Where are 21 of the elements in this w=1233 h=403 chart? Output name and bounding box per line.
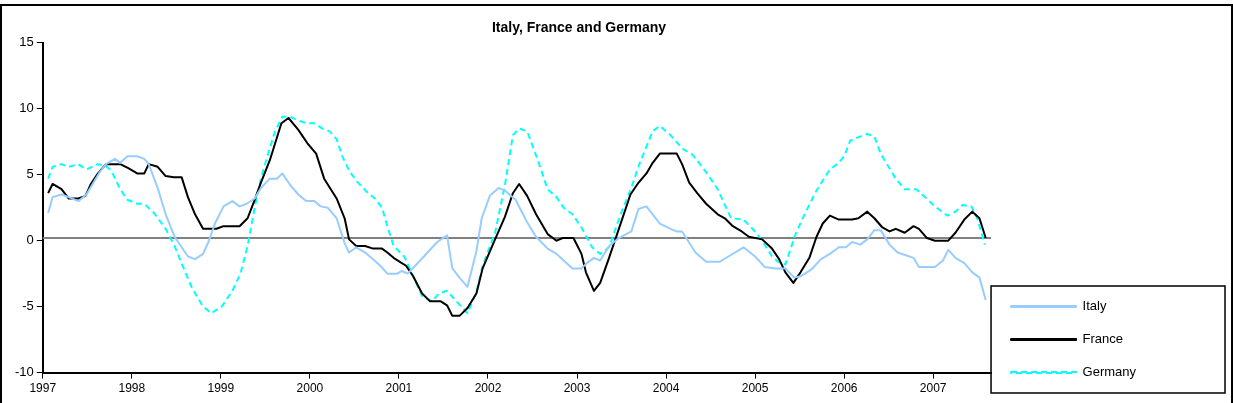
legend-label: Italy	[1082, 298, 1107, 314]
y-tick-label: 0	[26, 232, 34, 248]
x-tick-label: 1999	[207, 381, 235, 396]
x-tick-label: 2004	[652, 381, 680, 396]
y-tick-label: -5	[22, 298, 34, 314]
legend-label: Germany	[1082, 364, 1137, 380]
x-tick-label: 2006	[830, 381, 858, 396]
x-tick-label: 2001	[385, 381, 413, 396]
y-tick-label: 5	[26, 166, 34, 182]
x-tick-label: 2005	[741, 381, 769, 396]
y-tick-label: 10	[19, 100, 34, 116]
legend-label: France	[1082, 331, 1124, 347]
x-tick-label: 1998	[118, 381, 146, 396]
chart-title: Italy, France and Germany	[491, 19, 667, 36]
y-tick-label: -10	[14, 364, 34, 380]
x-tick-label: 1997	[29, 381, 57, 396]
x-tick-label: 2000	[296, 381, 324, 396]
x-tick-label: 2003	[563, 381, 591, 396]
y-tick-label: 15	[19, 34, 34, 50]
x-tick-label: 2007	[919, 381, 947, 396]
x-tick-label: 2002	[474, 381, 502, 396]
